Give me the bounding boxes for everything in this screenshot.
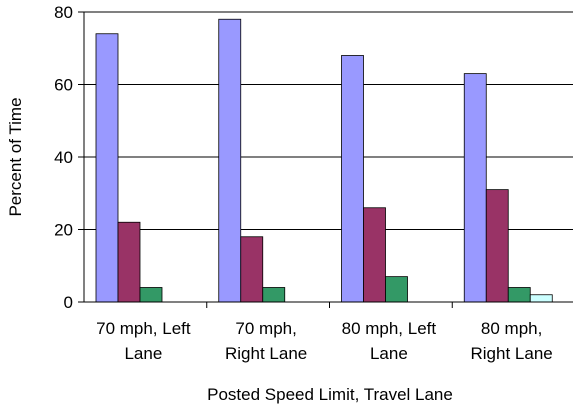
- x-category-label: 70 mph,: [235, 319, 296, 338]
- bar-series-1: [218, 18, 242, 303]
- bar-series-1: [95, 33, 119, 303]
- x-category-label: Lane: [124, 344, 162, 363]
- bar-series-3: [262, 287, 286, 303]
- x-category-label: Lane: [370, 344, 408, 363]
- bar-series-2: [485, 189, 509, 303]
- bar-series-1: [341, 55, 364, 303]
- bar-series-2: [240, 236, 264, 303]
- y-tick-label: 0: [64, 293, 73, 312]
- bar-series-3: [139, 287, 163, 303]
- y-tick-label: 80: [54, 3, 73, 22]
- x-axis-title: Posted Speed Limit, Travel Lane: [207, 385, 453, 404]
- x-category-label: Right Lane: [471, 344, 553, 363]
- bar-series-2: [117, 221, 141, 303]
- x-category-label: 80 mph,: [481, 319, 542, 338]
- y-tick-labels: 0 20 40 60 80: [54, 3, 453, 312]
- bar-series-2: [363, 207, 386, 303]
- x-category-label: Right Lane: [225, 344, 307, 363]
- bar-series-1: [463, 73, 487, 303]
- y-tick-label: 60: [54, 76, 73, 95]
- x-category-label: 80 mph, Left: [342, 319, 437, 338]
- y-axis-title: Percent of Time: [6, 97, 25, 216]
- bars: [95, 18, 553, 303]
- y-tick-label: 40: [54, 148, 73, 167]
- bar-series-4: [529, 294, 553, 303]
- bar-series-3: [507, 287, 531, 303]
- x-category-labels: 70 mph, Left Lane 70 mph, Right Lane 80 mph,…: [96, 319, 553, 363]
- x-category-label: 70 mph, Left: [96, 319, 191, 338]
- bar-series-3: [385, 276, 408, 303]
- y-tick-label: 20: [54, 221, 73, 240]
